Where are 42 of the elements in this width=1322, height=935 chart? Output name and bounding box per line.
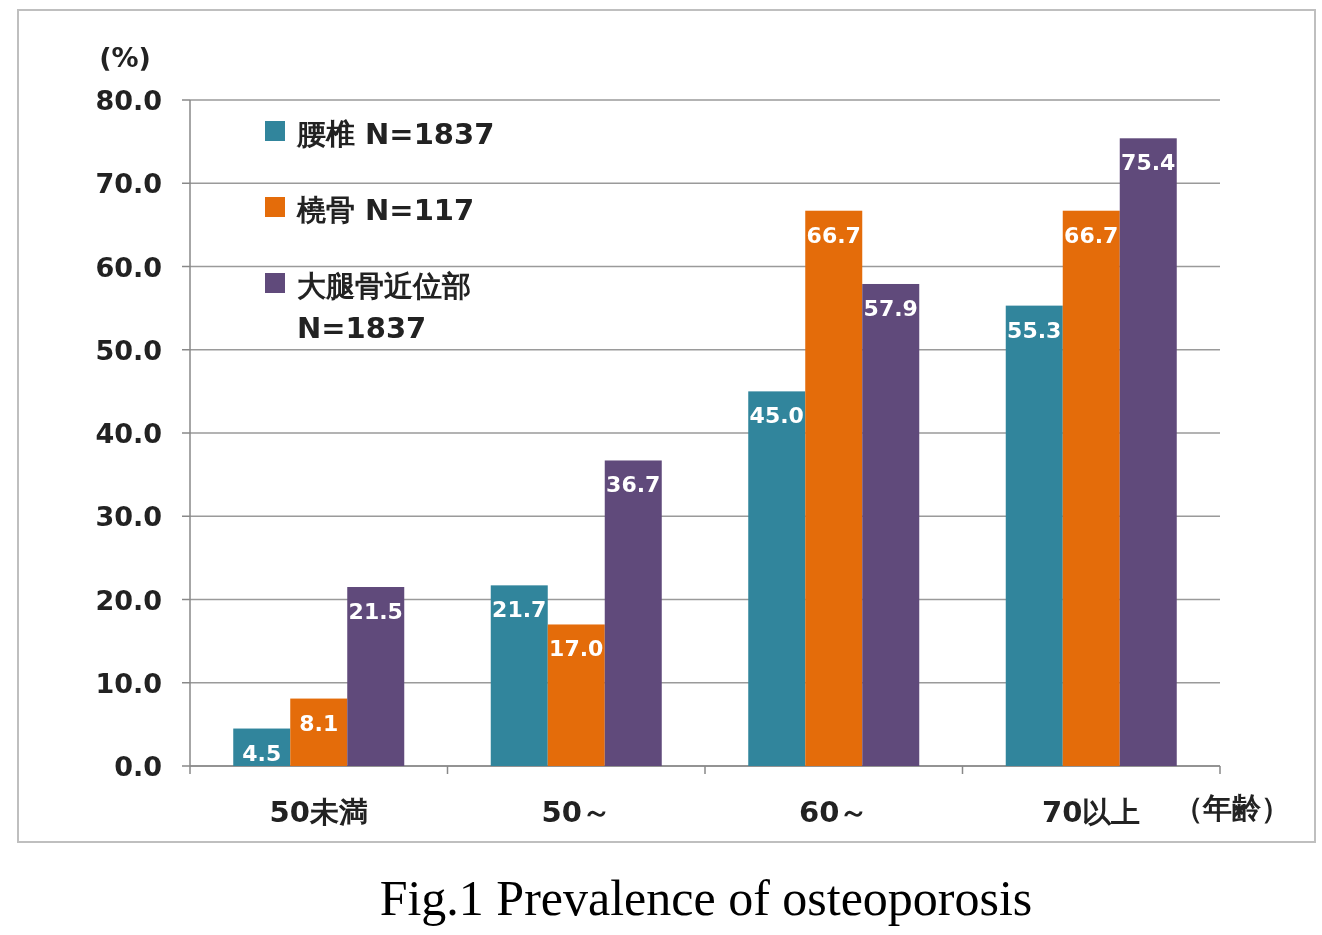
text: Fig.1 Prevalence of osteoporosis [379,870,1033,926]
data-label: 36.7 [606,472,661,498]
data-label: 57.9 [863,295,918,321]
y-tick-label: 30.0 [95,501,162,533]
y-axis-title: (%) [99,42,151,73]
y-tick-label: 60.0 [95,251,162,283]
y-tick-label: 10.0 [95,667,162,699]
x-tick-label: 50～ [541,795,611,829]
bar [1119,138,1177,766]
data-label: 21.7 [492,597,547,623]
data-label: 45.0 [749,403,804,429]
bar [490,585,548,766]
y-tick-label: 20.0 [95,584,162,616]
x-tick-label: 60～ [799,795,869,829]
legend-label: 大腿骨近位部 N=1837 [297,269,471,345]
data-label: 55.3 [1007,317,1062,343]
bar [347,587,405,766]
y-tick-label: 40.0 [95,418,162,449]
y-tick-label: 0.0 [114,751,162,782]
bar [1005,305,1063,766]
bar [862,283,920,766]
data-label: 66.7 [806,222,861,248]
y-tick-label: 70.0 [95,168,162,200]
bar [290,698,348,766]
legend-label: 腰椎 N=1837 [296,117,495,151]
data-label: 21.5 [348,599,403,625]
x-axis-title: （年齢） [1174,791,1290,825]
x-tick-label: 70以上 [1042,795,1141,829]
y-tick-label: 80.0 [95,85,162,116]
bar [748,391,806,766]
x-tick-label: 50未満 [269,795,368,829]
legend-label: 橈骨 N=117 [296,193,475,227]
data-label: 66.7 [1064,222,1119,248]
y-tick-label: 50.0 [95,334,162,366]
bar [1062,210,1120,766]
bar [547,624,605,766]
data-label: 8.1 [299,710,339,736]
data-label: 75.4 [1121,150,1176,176]
data-label: 4.5 [242,740,282,766]
bar [604,460,662,766]
bar [805,210,863,766]
data-label: 17.0 [549,636,604,662]
